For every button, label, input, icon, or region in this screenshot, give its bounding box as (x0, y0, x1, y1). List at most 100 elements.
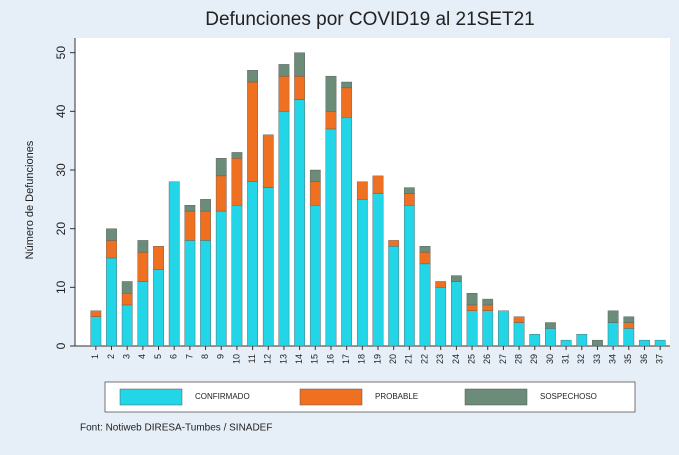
legend-label: PROBABLE (375, 392, 418, 401)
x-tick-label: 26 (482, 354, 492, 364)
bar-segment (262, 187, 274, 347)
bar-segment (294, 99, 305, 347)
legend-swatch (119, 388, 183, 406)
bar-segment (184, 210, 196, 241)
bar-segment (153, 269, 164, 347)
x-tick-label: 15 (310, 354, 320, 364)
bar-segment (623, 322, 635, 329)
x-tick-label: 17 (341, 354, 351, 364)
x-tick-label: 2 (106, 354, 116, 359)
x-tick-label: 25 (466, 354, 476, 364)
x-tick-label: 19 (372, 354, 382, 364)
bar-segment (607, 310, 619, 323)
bar-segment (435, 287, 447, 347)
bar-segment (278, 75, 290, 112)
x-tick-label: 9 (216, 354, 226, 359)
x-tick-label: 37 (655, 354, 665, 364)
bar-segment (121, 281, 133, 294)
bar-segment (560, 339, 572, 347)
y-tick-label: 50 (54, 46, 68, 60)
bar-segment (309, 204, 321, 347)
bar-segment (278, 64, 290, 77)
bar-segment (341, 81, 353, 89)
bar-segment (200, 199, 211, 212)
bar-segment (403, 187, 415, 194)
bar-segment (513, 322, 525, 347)
x-tick-label: 34 (608, 354, 618, 364)
y-tick-label: 40 (54, 104, 68, 118)
y-axis-label: Número de Defunciones (24, 140, 36, 259)
bar-segment (623, 328, 635, 347)
bar-segment (121, 304, 133, 347)
bar-segment (639, 339, 650, 347)
bar-segment (498, 310, 509, 347)
bar-segment (137, 281, 149, 347)
bar-segment (215, 158, 227, 177)
bar-segment (482, 298, 494, 306)
bar-segment (262, 134, 274, 188)
x-tick-label: 27 (498, 354, 508, 364)
x-tick-label: 4 (137, 354, 147, 359)
x-tick-label: 6 (169, 354, 179, 359)
bar-segment (576, 334, 588, 347)
bar-segment (90, 310, 102, 317)
bar-segment (482, 304, 494, 311)
x-tick-label: 1 (90, 354, 100, 359)
x-tick-label: 23 (435, 354, 445, 364)
bar-segment (419, 263, 431, 347)
y-tick-label: 20 (54, 222, 68, 236)
bar-segment (294, 75, 305, 100)
x-tick-label: 12 (263, 354, 273, 364)
bar-segment (325, 128, 337, 347)
x-tick-label: 13 (278, 354, 288, 364)
bar-segment (356, 199, 368, 347)
bar-segment (247, 181, 258, 347)
bar-segment (545, 322, 556, 329)
bar-segment (294, 52, 305, 77)
x-tick-label: 10 (231, 354, 241, 364)
x-tick-label: 24 (451, 354, 461, 364)
x-tick-label: 5 (153, 354, 163, 359)
bar-segment (247, 81, 258, 182)
y-tick-label: 10 (54, 280, 68, 294)
chart-title: Defunciones por COVID19 al 21SET21 (205, 9, 535, 30)
x-tick-label: 36 (639, 354, 649, 364)
y-tick-label: 0 (54, 342, 68, 349)
x-tick-label: 7 (184, 354, 194, 359)
legend-label: SOSPECHOSO (540, 392, 597, 401)
bar-segment (231, 204, 243, 347)
x-tick-label: 21 (404, 354, 414, 364)
bar-segment (200, 240, 211, 347)
x-tick-label: 18 (357, 354, 367, 364)
bar-segment (341, 116, 353, 347)
bar-segment (137, 240, 149, 253)
x-tick-label: 16 (325, 354, 335, 364)
bar-segment (388, 246, 400, 347)
bar-segment (654, 339, 666, 347)
bar-segment (215, 175, 227, 212)
bar-segment (106, 257, 117, 347)
bar-segment (529, 334, 541, 347)
bar-segment (106, 240, 117, 259)
x-tick-label: 29 (529, 354, 539, 364)
x-tick-label: 8 (200, 354, 210, 359)
bar-segment (247, 70, 258, 83)
bar-segment (419, 246, 431, 253)
bar-segment (435, 281, 447, 288)
bar-segment (451, 275, 462, 282)
x-tick-label: 3 (122, 354, 132, 359)
bar-segment (388, 240, 400, 247)
x-tick-label: 32 (576, 354, 586, 364)
bar-segment (482, 310, 494, 347)
legend-swatch (464, 388, 528, 406)
bar-segment (513, 316, 525, 323)
bar-segment (356, 181, 368, 200)
bar-segment (309, 181, 321, 206)
bar-segment (341, 87, 353, 118)
bar-segment (309, 169, 321, 182)
bar-segment (466, 304, 478, 311)
x-tick-label: 28 (513, 354, 523, 364)
bar-segment (372, 193, 384, 347)
bar-segment (231, 158, 243, 206)
